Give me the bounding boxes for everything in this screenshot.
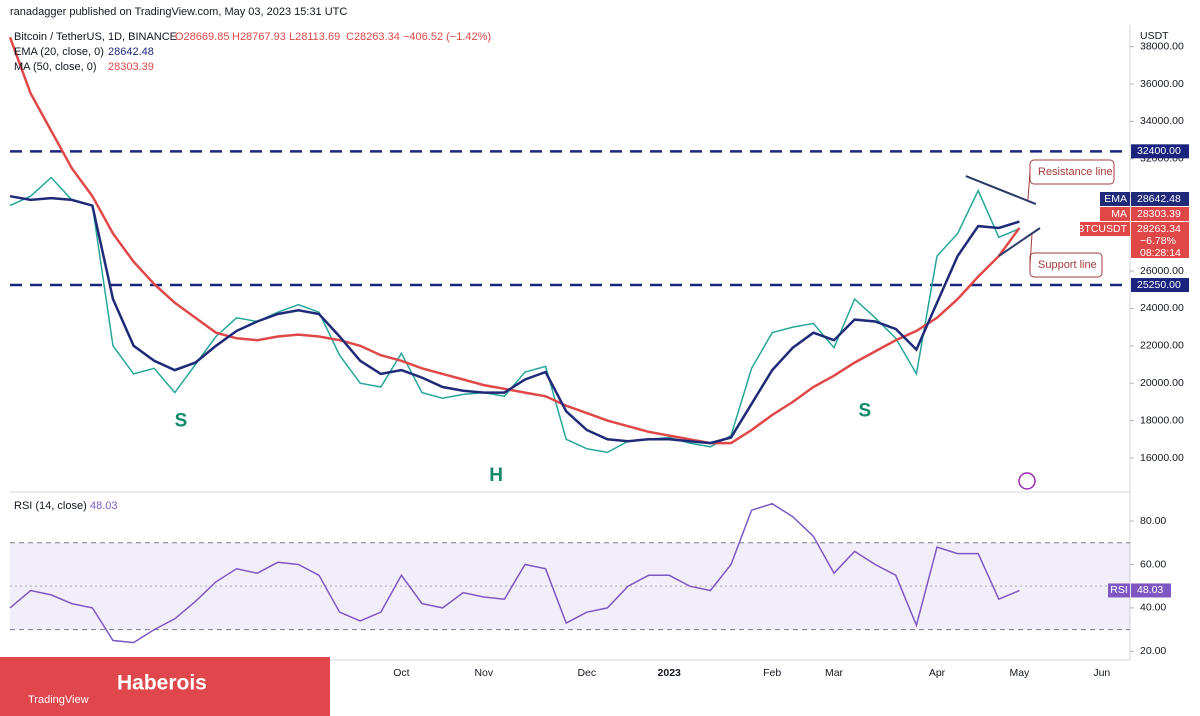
y-tick-label: 16000.00 [1140, 452, 1184, 464]
rsi-tag-name: RSI [1110, 584, 1128, 596]
published-note: ranadagger published on TradingView.com,… [10, 6, 347, 18]
level-tag [1131, 144, 1189, 159]
ohlc-value: O28669.85 [175, 31, 229, 43]
x-tick-label: May [1009, 667, 1030, 679]
level-tag [1131, 278, 1189, 293]
pattern-label: H [489, 465, 503, 486]
change-label: −6.78% [1140, 235, 1176, 247]
series-tag-name: MA [1111, 208, 1127, 220]
pattern-label: S [175, 411, 188, 432]
y-tick-label: 26000.00 [1140, 265, 1184, 277]
y-tick-label: 20000.00 [1140, 377, 1184, 389]
value-tag [1131, 192, 1189, 206]
value-tag-label: 28303.39 [1137, 208, 1181, 220]
value-tag-label: 28642.48 [1137, 193, 1181, 205]
level-label: 32400.00 [1137, 145, 1181, 157]
symbol-title: Bitcoin / TetherUS, 1D, BINANCE [14, 31, 177, 43]
series-tag [1080, 222, 1130, 236]
rsi-title: RSI (14, close) [14, 500, 87, 512]
level-label: 25250.00 [1137, 279, 1181, 291]
indicator-name: MA (50, close, 0) [14, 61, 97, 73]
countdown-label: 08:28:14 [1140, 247, 1181, 259]
x-tick-label: Dec [577, 667, 596, 679]
x-tick-label: Oct [393, 667, 409, 679]
y-tick-label: 80.00 [1140, 515, 1166, 527]
series-tag-name: BTCUSDT [1077, 223, 1127, 235]
rsi-value: 48.03 [90, 500, 118, 512]
value-tag-label: 28263.34 [1137, 223, 1181, 235]
footer-banner [0, 657, 330, 716]
value-tag [1131, 222, 1189, 258]
y-tick-label: 18000.00 [1140, 414, 1184, 426]
series-line [9, 502, 1020, 644]
rsi-value-label: 48.03 [1137, 584, 1163, 596]
ohlc-value: L28113.69 [289, 31, 340, 43]
ohlc-value: C28263.34 [346, 31, 400, 43]
x-tick-label: Feb [763, 667, 781, 679]
series-line [8, 36, 1021, 445]
value-tag [1131, 207, 1189, 221]
footer-brand: Haberois [117, 672, 207, 695]
footer-logo: TradingView [28, 694, 89, 706]
y-tick-label: 24000.00 [1140, 302, 1184, 314]
y-tick-label: 38000.00 [1140, 40, 1184, 52]
series-line [9, 194, 1020, 445]
x-tick-label: Jun [1093, 667, 1110, 679]
callout-label: Support line [1038, 259, 1097, 271]
y-tick-label: 20.00 [1140, 645, 1166, 657]
y-tick-label: 40.00 [1140, 602, 1166, 614]
series-line [9, 176, 1020, 454]
indicator-value: 28303.39 [108, 61, 154, 73]
y-tick-label: 22000.00 [1140, 340, 1184, 352]
x-tick-label: Nov [474, 667, 493, 679]
x-tick-label: Mar [825, 667, 844, 679]
y-tick-label: 36000.00 [1140, 78, 1184, 90]
trendline [965, 175, 1037, 205]
pattern-label: S [859, 401, 872, 422]
y-tick-label: 34000.00 [1140, 115, 1184, 127]
callout-pointer [1029, 233, 1033, 266]
ohlc-value: −406.52 (−1.42%) [403, 31, 491, 43]
callout-pointer [1027, 171, 1031, 201]
series-tag-name: EMA [1104, 193, 1127, 205]
callout-label: Resistance line [1038, 166, 1113, 178]
indicator-name: EMA (20, close, 0) [14, 46, 104, 58]
rsi-value-tag [1131, 583, 1171, 598]
x-tick-label: 2023 [658, 667, 682, 679]
alert-icon [1018, 472, 1036, 490]
indicator-value: 28642.48 [108, 46, 154, 58]
series-tag [1100, 192, 1130, 206]
trendline [998, 227, 1041, 257]
x-tick-label: Apr [929, 667, 946, 679]
rsi-tag [1108, 583, 1130, 598]
y-tick-label: 60.00 [1140, 558, 1166, 570]
ohlc-value: H28767.93 [232, 31, 286, 43]
currency: USDT [1140, 30, 1169, 42]
series-tag [1100, 207, 1130, 221]
